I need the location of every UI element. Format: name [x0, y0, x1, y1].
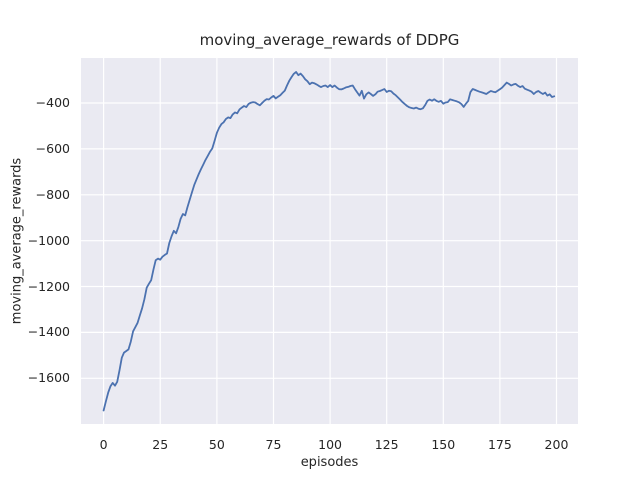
y-tick-label: −1400: [27, 324, 70, 340]
y-tick-label: −400: [35, 94, 70, 110]
x-tick-label: 200: [544, 437, 569, 452]
x-tick-label: 150: [431, 437, 456, 452]
y-tick-label: −1200: [27, 278, 70, 294]
x-tick-label: 100: [318, 437, 342, 452]
x-tick-label: 75: [265, 437, 282, 452]
reward-line: [102, 71, 556, 412]
plot-area: [81, 58, 578, 424]
y-tick-label: −600: [35, 140, 70, 156]
x-tick-label: 25: [152, 437, 169, 452]
x-axis-label: episodes: [300, 455, 359, 470]
x-tick-label: 125: [374, 437, 399, 452]
chart-title: moving_average_rewards of DDPG: [199, 31, 460, 49]
x-tick-label: 175: [487, 437, 512, 452]
x-tick-label: 0: [99, 437, 108, 452]
y-tick-label: −1600: [27, 370, 70, 386]
y-tick-label: −800: [35, 186, 70, 202]
chart-svg: [81, 58, 578, 424]
x-tick-label: 50: [208, 437, 225, 452]
y-tick-label: −1000: [27, 232, 70, 248]
